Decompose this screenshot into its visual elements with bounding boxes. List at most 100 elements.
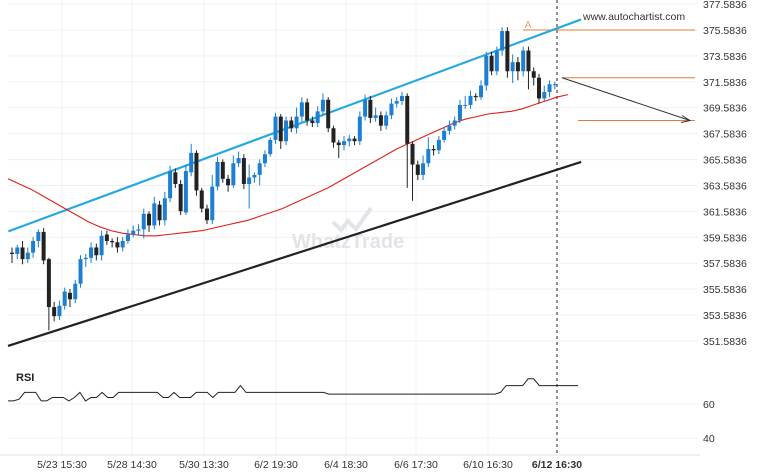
candle-body <box>552 84 557 86</box>
x-tick-label: 6/10 16:30 <box>463 459 513 471</box>
candle-body <box>331 128 336 143</box>
watermark: WhatzTrade <box>292 231 404 253</box>
moving-average <box>7 94 569 237</box>
candle-body <box>204 208 209 221</box>
candle-body <box>62 291 67 306</box>
candle-body <box>131 230 136 235</box>
x-tick-label: 5/28 14:30 <box>107 459 157 471</box>
candle-body <box>94 247 99 256</box>
candle-body <box>547 84 552 92</box>
candle-body <box>299 102 304 117</box>
candle-body <box>189 152 194 173</box>
source-label: www.autochartist.com <box>582 11 685 23</box>
candle-body <box>136 229 141 231</box>
x-axis: 5/23 15:30 5/28 14:30 5/30 13:30 6/2 19:30 6… <box>37 459 582 471</box>
candle-body <box>31 240 36 253</box>
x-tick-label: 6/4 18:30 <box>324 459 368 471</box>
candle-body <box>73 283 78 300</box>
candle-body <box>452 120 457 126</box>
candle-body <box>273 116 278 140</box>
candle-body <box>226 178 231 186</box>
y-tick-label: 363.5836 <box>703 180 747 192</box>
x-tick-label: 5/23 15:30 <box>37 459 87 471</box>
candles <box>10 27 557 331</box>
candle-body <box>447 125 452 131</box>
candle-body <box>394 101 399 104</box>
candle-body <box>326 99 331 129</box>
candle-body <box>278 116 283 142</box>
candle-body <box>178 183 183 212</box>
candle-body <box>336 142 341 146</box>
candle-body <box>479 85 484 98</box>
candle-body <box>46 259 51 308</box>
candle-body <box>104 234 109 241</box>
candle-body <box>526 50 531 72</box>
moving-average-line <box>7 94 569 237</box>
candle-body <box>52 307 57 317</box>
candle-body <box>25 252 30 260</box>
candle-body <box>10 252 14 254</box>
rsi-tick-label: 40 <box>703 433 715 445</box>
candle-body <box>342 141 347 146</box>
candle-body <box>505 31 510 72</box>
candle-body <box>268 139 273 155</box>
candle-body <box>389 103 394 116</box>
candle-body <box>257 163 262 175</box>
candle-body <box>421 163 426 175</box>
candle-body <box>284 120 289 142</box>
candle-body <box>373 115 378 118</box>
rsi-panel: RSI 60 40 <box>8 372 715 445</box>
candle-body <box>110 240 115 243</box>
candle-body <box>41 231 46 261</box>
candle-body <box>463 104 468 106</box>
candle-body <box>315 111 320 124</box>
candle-body <box>378 115 383 126</box>
candle-body <box>521 50 526 72</box>
candle-body <box>67 292 72 300</box>
candle-body <box>252 174 257 178</box>
candle-body <box>352 138 357 142</box>
candle-body <box>215 161 220 187</box>
grid <box>0 0 700 456</box>
candle-body <box>168 171 173 199</box>
candle-body <box>236 158 241 164</box>
candle-body <box>141 213 146 230</box>
y-tick-label: 359.5836 <box>703 232 747 244</box>
candle-body <box>431 148 436 151</box>
y-tick-label: 353.5836 <box>703 310 747 322</box>
channel-lower-line <box>7 160 582 347</box>
candle-body <box>20 247 25 260</box>
candle-body <box>510 62 515 72</box>
x-tick-label: 6/6 17:30 <box>394 459 438 471</box>
candle-body <box>173 172 178 184</box>
candle-body <box>468 95 473 105</box>
candle-body <box>78 259 83 284</box>
y-tick-label: 365.5836 <box>703 155 747 167</box>
candle-body <box>36 231 41 241</box>
candle-body <box>57 305 62 317</box>
candle-body <box>473 95 478 98</box>
watermark-logo <box>331 206 373 234</box>
candle-body <box>241 158 246 184</box>
candle-body <box>410 143 415 165</box>
candle-body <box>531 71 536 78</box>
candle-body <box>125 234 130 241</box>
candle-body <box>405 95 410 144</box>
current-time-label: 6/12 16:30 <box>532 459 582 471</box>
candle-body <box>320 99 325 112</box>
y-tick-label: 361.5836 <box>703 206 747 218</box>
candle-body <box>515 62 520 72</box>
candle-body <box>363 99 368 117</box>
y-tick-label: 373.5836 <box>703 51 747 63</box>
candle-body <box>247 177 252 184</box>
candle-body <box>537 77 541 99</box>
candle-body <box>484 55 489 86</box>
candle-body <box>83 257 88 260</box>
candle-body <box>99 235 104 256</box>
candle-body <box>347 138 352 142</box>
pattern-marker: A <box>525 20 532 31</box>
candle-body <box>368 99 373 118</box>
candle-body <box>89 247 94 258</box>
candle-body <box>542 91 547 99</box>
